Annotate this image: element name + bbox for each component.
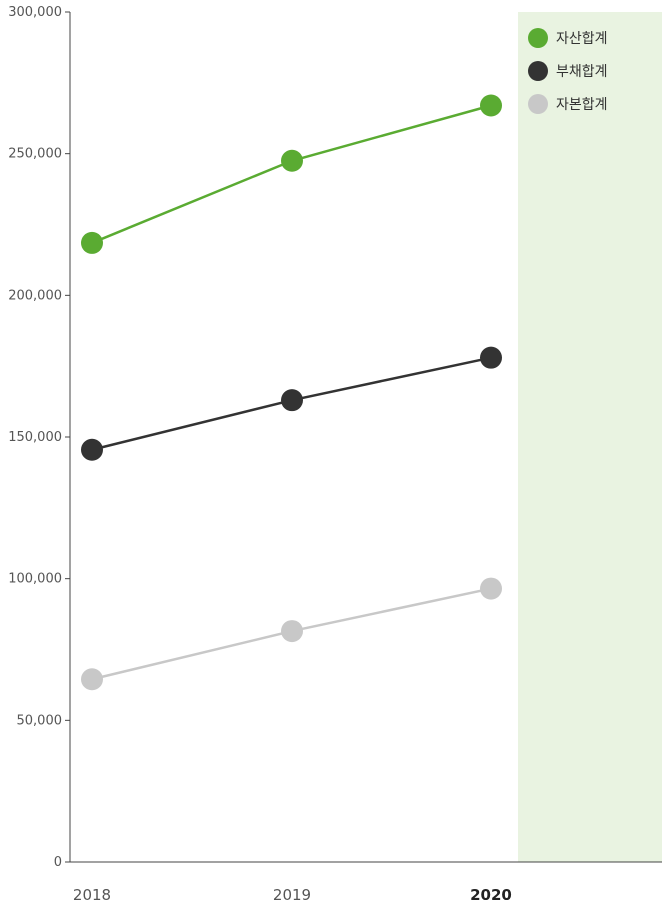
- data-point: [81, 668, 103, 691]
- legend-label: 부채합계: [556, 64, 608, 80]
- data-point: [480, 346, 502, 369]
- legend-marker: [528, 61, 548, 81]
- data-point: [81, 438, 103, 461]
- y-tick-label: 100,000: [8, 572, 62, 587]
- y-tick-label: 300,000: [8, 5, 62, 20]
- y-axis-ticks: 0 50,000 100,000 150,000 200,000 250,000 300,0…: [8, 5, 70, 870]
- y-tick-label: 50,000: [17, 713, 63, 728]
- y-tick-label: 200,000: [8, 288, 62, 303]
- x-axis-ticks: 2018 2019 2020: [73, 886, 512, 904]
- data-point: [480, 577, 502, 600]
- y-tick-label: 150,000: [8, 430, 62, 445]
- legend-label: 자산합계: [556, 31, 608, 47]
- y-tick-label: 250,000: [8, 147, 62, 162]
- data-point: [281, 620, 303, 643]
- data-point: [81, 231, 103, 254]
- legend-marker: [528, 94, 548, 114]
- series-points: [81, 94, 502, 691]
- data-point: [480, 94, 502, 117]
- x-tick-label: 2019: [273, 886, 311, 904]
- x-tick-label: 2018: [73, 886, 111, 904]
- legend-label: 자본합계: [556, 97, 608, 113]
- series-line-0: [91, 104, 492, 245]
- legend-marker: [528, 28, 548, 48]
- y-tick-label: 0: [54, 855, 62, 870]
- data-point: [281, 149, 303, 172]
- x-tick-label: 2020: [470, 886, 512, 904]
- data-point: [281, 389, 303, 412]
- highlight-band: [518, 12, 662, 862]
